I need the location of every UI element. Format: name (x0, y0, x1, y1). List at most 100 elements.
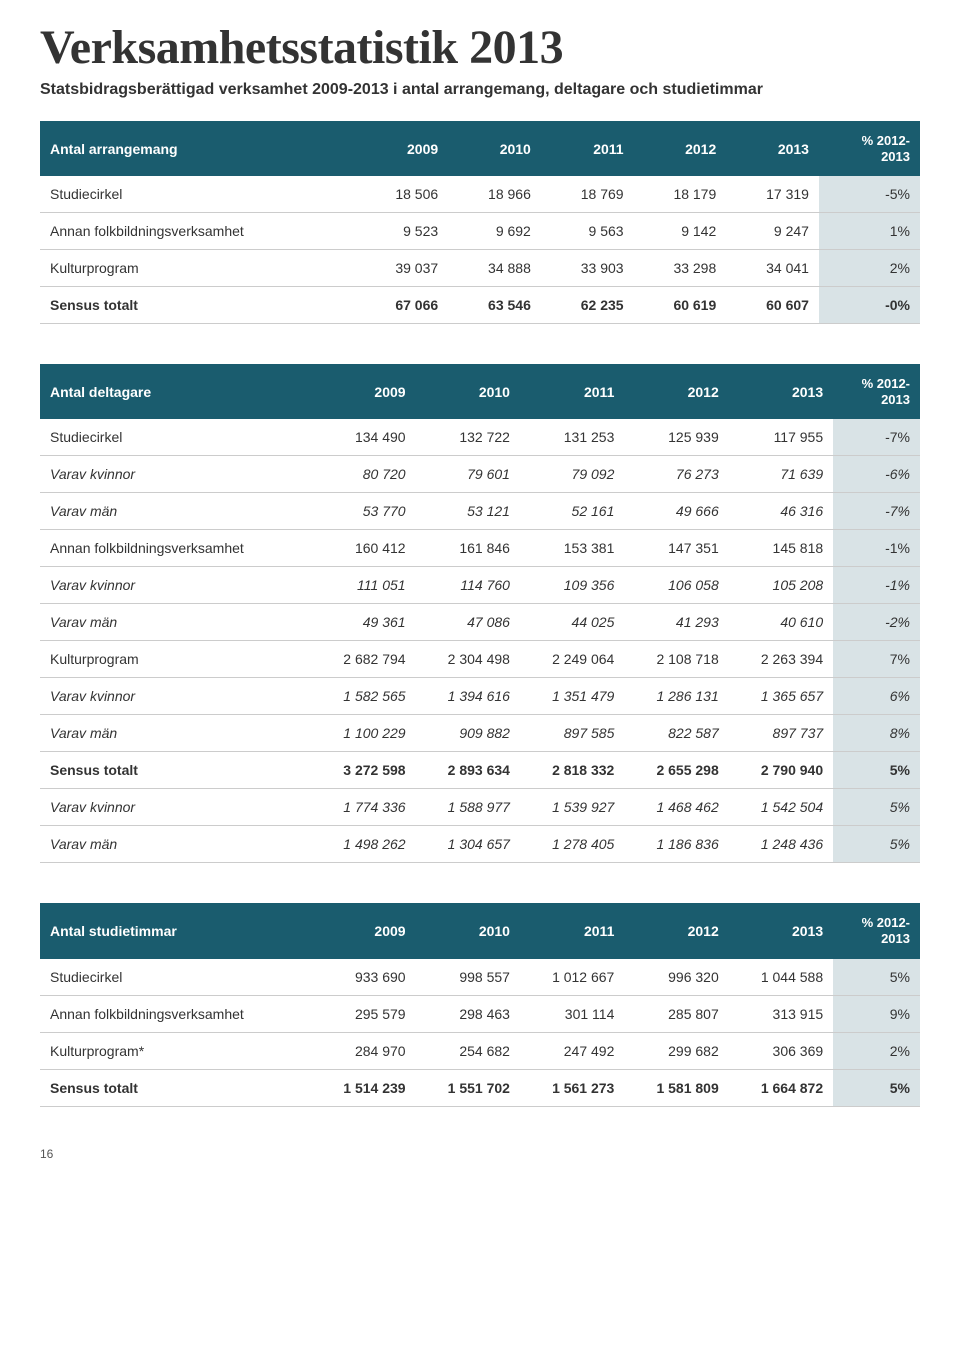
table-cell: Varav män (40, 826, 311, 863)
table-cell: 105 208 (729, 567, 833, 604)
table-cell: 34 888 (448, 250, 541, 287)
table-cell: 996 320 (624, 959, 728, 996)
table-cell: 2% (833, 1032, 920, 1069)
table-cell: 153 381 (520, 530, 624, 567)
table-cell: 7% (833, 641, 920, 678)
table-cell: 909 882 (416, 715, 520, 752)
table-row: Kulturprogram*284 970254 682247 492299 6… (40, 1032, 920, 1069)
table-header-cell: 2012 (634, 121, 727, 176)
table-row: Varav män53 77053 12152 16149 66646 316-… (40, 493, 920, 530)
table-row: Varav kvinnor1 774 3361 588 9771 539 927… (40, 789, 920, 826)
table-cell: 933 690 (311, 959, 415, 996)
table-cell: Studiecirkel (40, 419, 311, 456)
table-cell: 5% (833, 959, 920, 996)
table-header-cell: 2010 (416, 903, 520, 958)
table-cell: 2 682 794 (311, 641, 415, 678)
table-cell: 1 304 657 (416, 826, 520, 863)
table-cell: 79 601 (416, 456, 520, 493)
page-subtitle: Statsbidragsberättigad verksamhet 2009-2… (40, 81, 920, 99)
table-cell: Varav män (40, 715, 311, 752)
table-row: Annan folkbildningsverksamhet295 579298 … (40, 995, 920, 1032)
table-cell: 5% (833, 826, 920, 863)
table-cell: 298 463 (416, 995, 520, 1032)
table-header-cell: % 2012-2013 (833, 364, 920, 419)
table-cell: 9% (833, 995, 920, 1032)
table-cell: 254 682 (416, 1032, 520, 1069)
table-cell: 33 903 (541, 250, 634, 287)
table-cell: 1 581 809 (624, 1069, 728, 1106)
table-cell: 5% (833, 752, 920, 789)
page-number: 16 (40, 1147, 920, 1161)
table-cell: 18 179 (634, 176, 727, 213)
table-cell: 2 263 394 (729, 641, 833, 678)
table-header-cell: Antal arrangemang (40, 121, 355, 176)
table-cell: 33 298 (634, 250, 727, 287)
table-cell: 897 585 (520, 715, 624, 752)
table-cell: 5% (833, 789, 920, 826)
table-header-cell: 2013 (729, 903, 833, 958)
table-header-cell: 2012 (624, 364, 728, 419)
table-cell: 161 846 (416, 530, 520, 567)
table-cell: 301 114 (520, 995, 624, 1032)
table-cell: 49 361 (311, 604, 415, 641)
table-cell: 60 619 (634, 287, 727, 324)
table-cell: 2 655 298 (624, 752, 728, 789)
table-cell: 18 769 (541, 176, 634, 213)
table-cell: 145 818 (729, 530, 833, 567)
table-cell: 9 523 (355, 213, 448, 250)
table-row: Studiecirkel18 50618 96618 76918 17917 3… (40, 176, 920, 213)
table-cell: 1 286 131 (624, 678, 728, 715)
table-cell: 46 316 (729, 493, 833, 530)
table-cell: Annan folkbildningsverksamhet (40, 995, 311, 1032)
table-cell: 39 037 (355, 250, 448, 287)
table-cell: 1 100 229 (311, 715, 415, 752)
table-cell: 5% (833, 1069, 920, 1106)
table-cell: 284 970 (311, 1032, 415, 1069)
table-cell: 998 557 (416, 959, 520, 996)
table-cell: -6% (833, 456, 920, 493)
page-title: Verksamhetsstatistik 2013 (40, 20, 920, 75)
table-cell: 306 369 (729, 1032, 833, 1069)
table-cell: 1 394 616 (416, 678, 520, 715)
table-cell: -0% (819, 287, 920, 324)
table-row: Kulturprogram39 03734 88833 90333 29834 … (40, 250, 920, 287)
table-cell: Varav kvinnor (40, 789, 311, 826)
table-cell: Varav kvinnor (40, 678, 311, 715)
data-table: Antal deltagare20092010201120122013% 201… (40, 364, 920, 863)
table-cell: 52 161 (520, 493, 624, 530)
table-cell: Studiecirkel (40, 176, 355, 213)
table-cell: 285 807 (624, 995, 728, 1032)
table-row: Varav kvinnor80 72079 60179 09276 27371 … (40, 456, 920, 493)
table-cell: -1% (833, 567, 920, 604)
table-cell: 147 351 (624, 530, 728, 567)
table-cell: 63 546 (448, 287, 541, 324)
table-cell: Sensus totalt (40, 752, 311, 789)
table-row: Studiecirkel933 690998 5571 012 667996 3… (40, 959, 920, 996)
table-cell: 295 579 (311, 995, 415, 1032)
table-header-cell: % 2012-2013 (833, 903, 920, 958)
table-cell: 247 492 (520, 1032, 624, 1069)
table-cell: 1 498 262 (311, 826, 415, 863)
table-cell: Kulturprogram (40, 641, 311, 678)
table-cell: 80 720 (311, 456, 415, 493)
table-cell: 8% (833, 715, 920, 752)
table-cell: 313 915 (729, 995, 833, 1032)
table-cell: 1 468 462 (624, 789, 728, 826)
table-cell: 1 278 405 (520, 826, 624, 863)
table-cell: 2 249 064 (520, 641, 624, 678)
table-cell: 111 051 (311, 567, 415, 604)
table-cell: 47 086 (416, 604, 520, 641)
table-cell: 134 490 (311, 419, 415, 456)
table-cell: 3 272 598 (311, 752, 415, 789)
table-header-cell: 2010 (448, 121, 541, 176)
table-row: Varav kvinnor1 582 5651 394 6161 351 479… (40, 678, 920, 715)
table-cell: 1 365 657 (729, 678, 833, 715)
table-row: Annan folkbildningsverksamhet160 412161 … (40, 530, 920, 567)
table-cell: 114 760 (416, 567, 520, 604)
table-header-cell: Antal studietimmar (40, 903, 311, 958)
table-cell: 53 121 (416, 493, 520, 530)
table-cell: 1 351 479 (520, 678, 624, 715)
table-cell: Annan folkbildningsverksamhet (40, 213, 355, 250)
table-row: Varav kvinnor111 051114 760109 356106 05… (40, 567, 920, 604)
table-cell: 34 041 (726, 250, 819, 287)
